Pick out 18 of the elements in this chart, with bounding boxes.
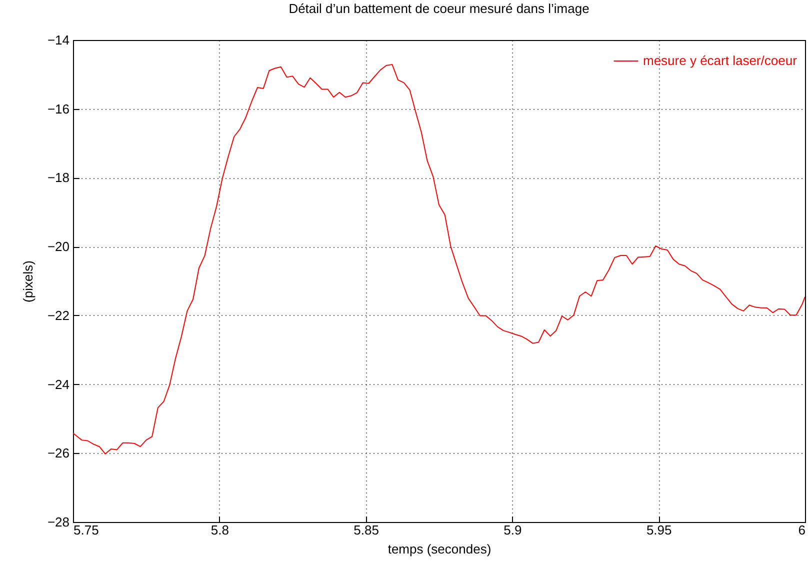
y-tick-label: −22 xyxy=(47,308,70,323)
x-tick-label: 5.8 xyxy=(210,522,229,538)
y-tick-label: −24 xyxy=(47,376,70,392)
y-tick-label: −28 xyxy=(47,514,70,530)
chart-title: Détail d’un battement de coeur mesuré dans l’image xyxy=(288,1,590,16)
x-tick-label: 5.95 xyxy=(646,522,672,538)
x-tick-label: 5.85 xyxy=(354,522,379,538)
x-tick-label: 6 xyxy=(798,522,806,538)
y-tick-label: −26 xyxy=(47,446,70,461)
y-tick-label: −14 xyxy=(47,32,70,48)
x-axis-title: temps (secondes) xyxy=(388,542,492,556)
y-axis-title: (pixels) xyxy=(20,260,36,302)
x-tick-label: 5.75 xyxy=(74,522,99,538)
y-tick-label: −18 xyxy=(47,170,70,186)
x-tick-label: 5.9 xyxy=(504,522,522,538)
y-tick-label: −20 xyxy=(47,239,70,254)
y-tick-label: −16 xyxy=(47,101,70,116)
legend-label: mesure y écart laser/coeur xyxy=(643,53,798,68)
